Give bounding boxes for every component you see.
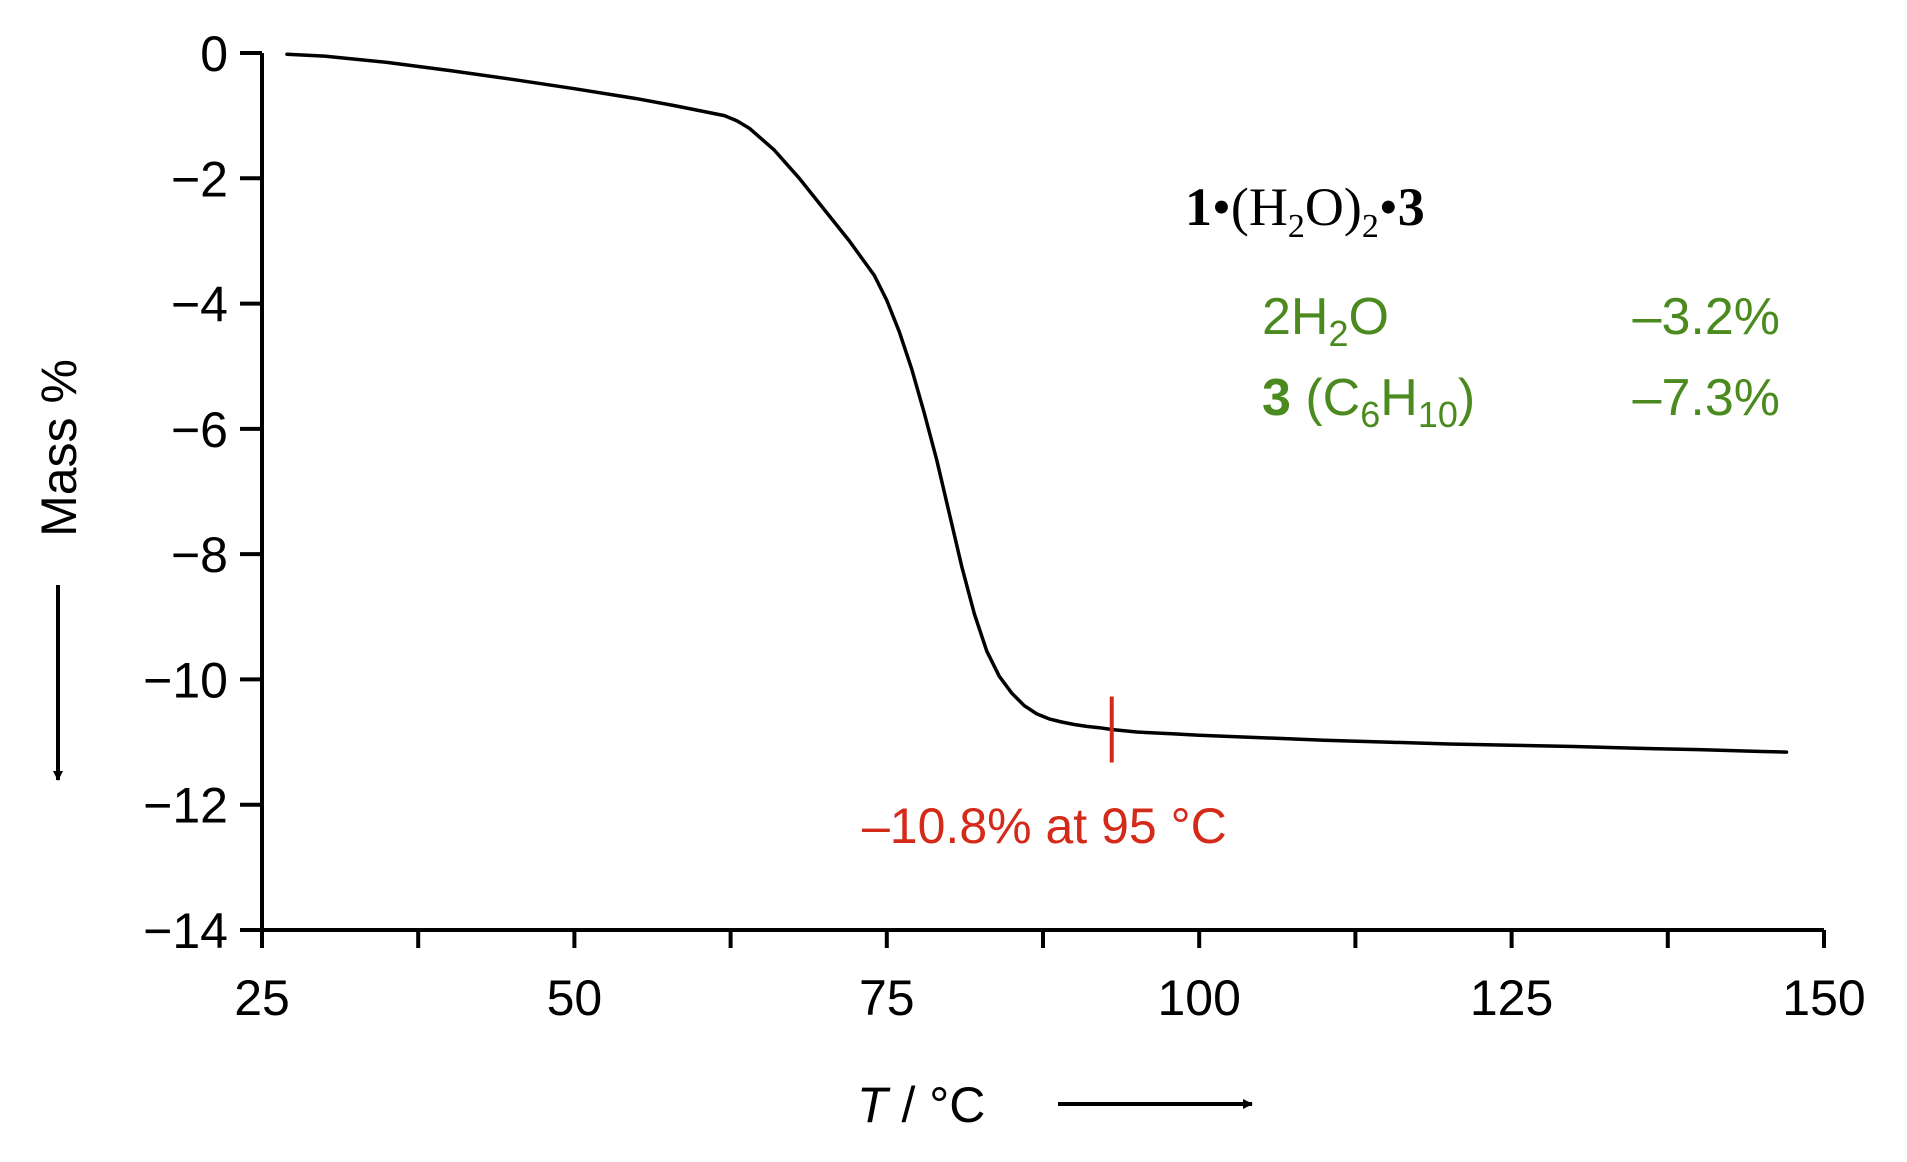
y-axis-label-group: Mass % [31,359,87,537]
compound-title: 1•(H2O)2•3 [1185,177,1425,245]
y-axis-label: Mass % [31,359,87,537]
y-tick-label: −6 [171,402,228,458]
y-tick-label: −12 [143,778,228,834]
y-tick-label: −2 [171,151,228,207]
guest-loss-label: 3 (C6H10) [1262,369,1475,435]
y-tick-label: 0 [200,26,228,82]
x-tick-label: 125 [1470,970,1553,1026]
x-axis-label: T / °C [857,1077,985,1133]
x-tick-label: 25 [234,970,290,1026]
y-ticks: 0 −2 −4 −6 −8 −10 −12 −14 [143,26,262,959]
x-tick-label: 100 [1157,970,1240,1026]
x-ticks: 25 50 75 100 125 150 [234,930,1866,1026]
y-tick-label: −14 [143,903,228,959]
x-tick-label: 150 [1782,970,1865,1026]
y-tick-label: −4 [171,277,228,333]
y-tick-label: −8 [171,527,228,583]
mass-loss-curve [285,52,1789,754]
endpoint-note: –10.8% at 95 °C [862,798,1227,854]
water-loss-value: –3.2% [1633,288,1780,346]
x-tick-label: 75 [859,970,915,1026]
guest-loss-value: –7.3% [1633,369,1780,427]
x-tick-label: 50 [547,970,603,1026]
y-tick-label: −10 [143,652,228,708]
water-loss-label: 2H2O [1262,288,1389,354]
